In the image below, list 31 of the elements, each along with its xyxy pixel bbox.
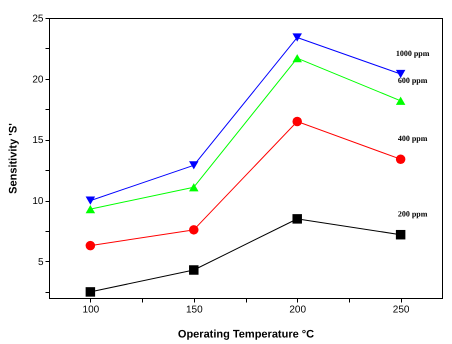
y-tick-label: 15	[32, 135, 44, 146]
x-tick-label: 250	[392, 304, 410, 316]
point	[189, 183, 199, 192]
x-axis-title: Operating Temperature °C	[178, 328, 314, 340]
x-tick-label: 200	[289, 304, 306, 316]
series-label: 600 ppm	[398, 76, 428, 85]
x-tick-label: 100	[82, 304, 100, 316]
y-tick-label: 5	[38, 256, 44, 268]
point	[396, 230, 406, 240]
y-tick-label: 20	[32, 74, 44, 86]
point	[292, 214, 302, 224]
point	[86, 205, 96, 214]
point	[292, 33, 302, 42]
point	[189, 265, 199, 275]
y-tick-label: 25	[32, 14, 44, 24]
point	[396, 96, 406, 105]
point	[189, 161, 199, 170]
point	[86, 240, 96, 250]
point	[86, 196, 96, 205]
point	[292, 116, 302, 126]
y-axis-title: Sensitivity 'S'	[7, 122, 20, 194]
point	[292, 54, 302, 62]
point	[396, 154, 406, 164]
y-tick-label: 10	[32, 196, 44, 208]
series-label: 400 ppm	[398, 134, 428, 144]
point	[189, 225, 199, 235]
point	[396, 70, 406, 78]
point	[86, 287, 96, 297]
series-label: 200 ppm	[398, 210, 428, 219]
x-tick-label: 150	[186, 304, 204, 316]
series-label: 1000 ppm	[396, 49, 430, 58]
